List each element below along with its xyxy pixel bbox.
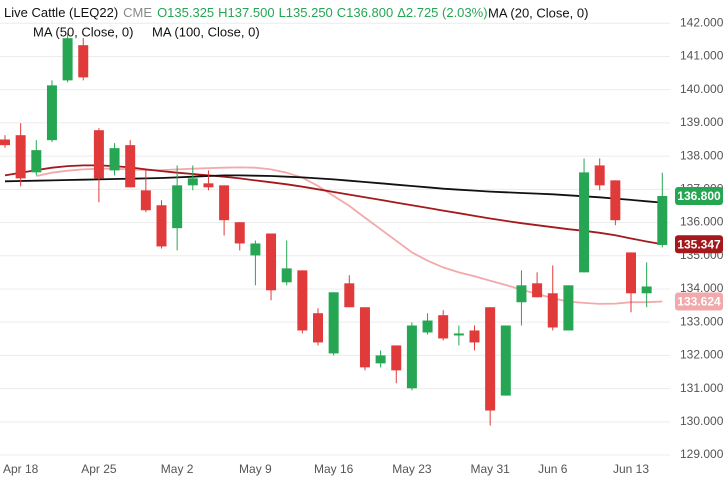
candle-body <box>344 283 355 308</box>
y-tick-label: 141.000 <box>680 49 724 63</box>
exchange: CME <box>123 5 152 20</box>
candle-body <box>266 233 277 291</box>
candle-body <box>281 268 292 283</box>
legend-entry: MA (100, Close, 0) <box>152 24 260 39</box>
x-tick-label: Jun 13 <box>613 462 649 476</box>
candle-body <box>422 320 433 333</box>
y-tick-label: 130.000 <box>680 414 724 428</box>
x-tick-label: May 9 <box>239 462 272 476</box>
candle-body <box>438 315 449 339</box>
candle-body <box>250 243 261 256</box>
legend-entry: MA (20, Close, 0) <box>488 5 588 20</box>
x-tick-label: Apr 25 <box>81 462 117 476</box>
last-price-text: 136.800 <box>677 189 721 203</box>
candle-body <box>579 172 590 273</box>
candle-body <box>78 45 89 78</box>
candle-body <box>626 252 636 294</box>
y-tick-label: 136.000 <box>680 215 724 229</box>
candle-body <box>234 222 245 244</box>
candle-body <box>657 195 668 245</box>
candle-body <box>62 38 73 81</box>
candle-body <box>125 145 136 188</box>
candle-body <box>547 293 558 328</box>
candle-body <box>313 313 323 343</box>
candle-body <box>485 307 496 411</box>
candle-body <box>500 325 511 396</box>
ma-line <box>4 174 663 204</box>
symbol: Live Cattle (LEQ22) <box>4 5 118 20</box>
x-tick-label: May 16 <box>314 462 354 476</box>
ma-line <box>36 166 663 305</box>
x-tick-label: Apr 18 <box>3 462 39 476</box>
candle-body <box>109 148 120 171</box>
candle-body <box>469 330 480 343</box>
candle-body <box>453 333 464 336</box>
ma-last-box <box>675 235 723 254</box>
candle-body <box>641 286 652 294</box>
x-tick-label: May 2 <box>161 462 194 476</box>
ohlc-value: Δ2.725 (2.03%) <box>397 5 487 20</box>
candle-body <box>219 185 230 221</box>
ohlc-value: C136.800 <box>337 5 393 20</box>
ma-last-text: 135.347 <box>677 237 721 251</box>
candle-body <box>0 139 10 146</box>
candle-body <box>375 355 386 364</box>
candle-body <box>391 345 402 371</box>
ma-last-box <box>675 292 723 311</box>
x-tick-label: Jun 6 <box>538 462 568 476</box>
ohlc-value: O135.325 <box>157 5 214 20</box>
candle-body <box>328 292 339 354</box>
candle-body <box>15 135 26 179</box>
candle-body <box>140 190 151 211</box>
candle-body <box>46 85 57 141</box>
x-tick-label: May 23 <box>392 462 432 476</box>
y-tick-label: 140.000 <box>680 82 724 96</box>
ma-last-text: 133.624 <box>677 295 721 309</box>
candle-body <box>406 325 417 389</box>
y-tick-label: 138.000 <box>680 148 724 162</box>
x-tick-label: May 31 <box>470 462 510 476</box>
candle-body <box>297 270 308 331</box>
candle-body <box>172 185 183 229</box>
candle-body <box>187 178 198 186</box>
candle-body <box>610 180 621 221</box>
last-price-box <box>675 186 723 205</box>
y-tick-label: 142.000 <box>680 15 724 29</box>
y-tick-label: 133.000 <box>680 314 724 328</box>
legend-entry: MA (50, Close, 0) <box>33 24 133 39</box>
y-tick-label: 134.000 <box>680 281 724 295</box>
candle-body <box>563 285 574 331</box>
candle-body <box>93 130 104 179</box>
header-line: Live Cattle (LEQ22) CME O135.325 H137.500 L1… <box>4 5 488 20</box>
candle-body <box>359 307 370 368</box>
candle-body <box>594 165 605 186</box>
candle-body <box>532 283 543 298</box>
y-tick-label: 139.000 <box>680 115 724 129</box>
candle-body <box>156 205 167 247</box>
ohlc-value: L135.250 <box>279 5 333 20</box>
y-tick-label: 129.000 <box>680 447 724 461</box>
y-tick-label: 131.000 <box>680 381 724 395</box>
y-tick-label: 132.000 <box>680 348 724 362</box>
candle-body <box>203 183 214 188</box>
candle-body <box>516 285 527 303</box>
ohlc-value: H137.500 <box>218 5 274 20</box>
candle-body <box>31 150 42 173</box>
